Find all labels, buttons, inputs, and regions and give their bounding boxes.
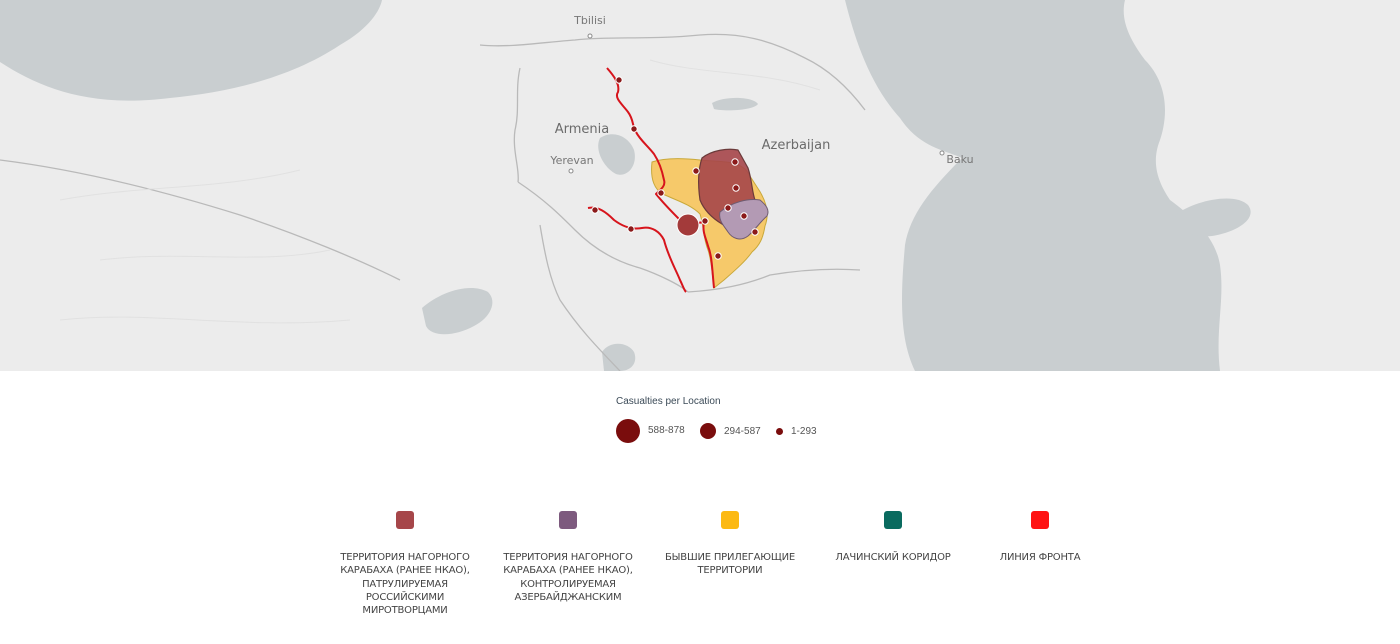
casualty-marker [627,225,635,233]
legend-item-azerbaijan-controlled-territory[interactable]: ТЕРРИТОРИЯ НАГОРНОГО КАРАБАХА (РАНЕЕ НКА… [493,508,643,604]
casualty-marker [591,206,599,214]
territory-color-legend: ТЕРРИТОРИЯ НАГОРНОГО КАРАБАХА (РАНЕЕ НКА… [330,508,1100,638]
legend-swatch [559,511,577,529]
casualty-marker [692,167,700,175]
city-label-baku: Baku [946,153,973,166]
casualty-marker-large [676,213,700,237]
bubble-label-small: 1-293 [791,426,817,437]
legend-item-peacekeeper-territory[interactable]: ТЕРРИТОРИЯ НАГОРНОГО КАРАБАХА (РАНЕЕ НКА… [330,508,480,617]
city-label-tbilisi: Tbilisi [573,14,606,27]
casualty-marker [740,212,748,220]
size-legend-title: Casualties per Location [616,396,721,407]
yerevan-dot [568,168,574,174]
bubble-large-icon [616,419,640,443]
casualty-marker [751,228,759,236]
legend-label: ЛИНИЯ ФРОНТА [999,552,1081,563]
casualties-size-legend: Casualties per Location 588-878 294-587 … [613,395,873,455]
casualty-marker [657,189,665,197]
bubble-small-icon [776,428,783,435]
country-label-azerbaijan: Azerbaijan [762,138,831,153]
legend-swatch [721,511,739,529]
legend-label: ТЕРРИТОРИЯ НАГОРНОГО КАРАБАХА (РАНЕЕ НКА… [340,552,470,617]
legend-swatch [396,511,414,529]
lake-van [422,287,493,335]
bubble-label-large: 588-878 [648,425,685,436]
city-label-yerevan: Yerevan [549,154,593,167]
casualty-marker [630,125,638,133]
casualty-marker [615,76,623,84]
legend-item-front-line[interactable]: ЛИНИЯ ФРОНТА [965,508,1115,564]
bubble-label-medium: 294-587 [724,426,761,437]
casualty-marker [701,217,709,225]
lake-sevan [598,134,635,175]
front-line[interactable] [587,67,715,293]
legend-item-lachin-corridor[interactable]: ЛАЧИНСКИЙ КОРИДОР [818,508,968,564]
casualty-marker [714,252,722,260]
legend-swatch [884,511,902,529]
lake-urmia [602,343,636,371]
legend-label: ТЕРРИТОРИЯ НАГОРНОГО КАРАБАХА (РАНЕЕ НКА… [503,552,633,603]
legend-item-former-adjacent-territories[interactable]: БЫВШИЕ ПРИЛЕГАЮЩИЕ ТЕРРИТОРИИ [655,508,805,578]
conflict-map[interactable]: Tbilisi Armenia Yerevan Azerbaijan Baku [0,0,1400,371]
casualty-marker [732,184,740,192]
casualty-marker [724,204,732,212]
country-borders [0,33,866,371]
bubble-medium-icon [700,423,716,439]
landmass-east [1123,0,1400,371]
casualty-markers[interactable] [591,76,759,260]
tbilisi-dot [587,33,593,39]
city-dots [568,33,945,174]
legend-label: ЛАЧИНСКИЙ КОРИДОР [835,552,951,563]
reservoir [712,97,758,111]
legend-label: БЫВШИЕ ПРИЛЕГАЮЩИЕ ТЕРРИТОРИИ [665,552,795,577]
baku-dot [939,150,945,156]
bay [1175,198,1251,237]
casualty-marker [731,158,739,166]
country-label-armenia: Armenia [555,122,610,137]
legend-swatch [1031,511,1049,529]
terrain [59,59,821,324]
